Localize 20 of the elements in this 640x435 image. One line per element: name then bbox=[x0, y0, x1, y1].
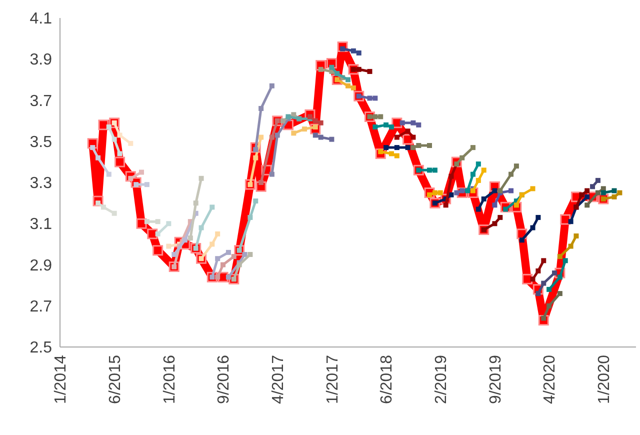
x-tick-label: 1/2020 bbox=[596, 354, 613, 404]
y-tick-label: 3.5 bbox=[30, 134, 52, 151]
x-tick-label: 4/2017 bbox=[270, 354, 287, 404]
y-tick-label: 2.9 bbox=[30, 257, 52, 274]
x-tick-label: 1/2016 bbox=[161, 354, 178, 404]
y-tick-label: 4.1 bbox=[30, 10, 52, 28]
y-tick-label: 2.5 bbox=[30, 340, 52, 357]
y-tick-label: 3.1 bbox=[30, 216, 52, 234]
x-tick-label: 1/2017 bbox=[324, 354, 342, 404]
y-tick-label: 3.3 bbox=[30, 175, 52, 192]
x-tick-label: 6/2018 bbox=[378, 354, 396, 404]
y-tick-label: 3.7 bbox=[30, 92, 52, 110]
x-tick-label: 9/2019 bbox=[487, 354, 504, 404]
y-tick-label: 3.9 bbox=[30, 52, 52, 69]
y-tick-label: 2.7 bbox=[30, 298, 52, 316]
x-tick-label: 4/2020 bbox=[542, 354, 559, 404]
x-tick-label: 9/2016 bbox=[216, 354, 233, 404]
x-tick-label: 2/2019 bbox=[432, 354, 450, 404]
x-tick-label: 6/2015 bbox=[106, 354, 124, 404]
x-tick-label: 1/2014 bbox=[52, 354, 70, 404]
